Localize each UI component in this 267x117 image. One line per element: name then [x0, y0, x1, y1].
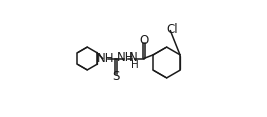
Text: O: O: [139, 34, 148, 47]
Text: Cl: Cl: [166, 23, 178, 36]
Text: NH: NH: [96, 52, 114, 65]
Text: S: S: [112, 70, 120, 83]
Text: H: H: [131, 60, 139, 70]
Text: NH: NH: [117, 51, 135, 64]
Text: N: N: [129, 51, 138, 64]
